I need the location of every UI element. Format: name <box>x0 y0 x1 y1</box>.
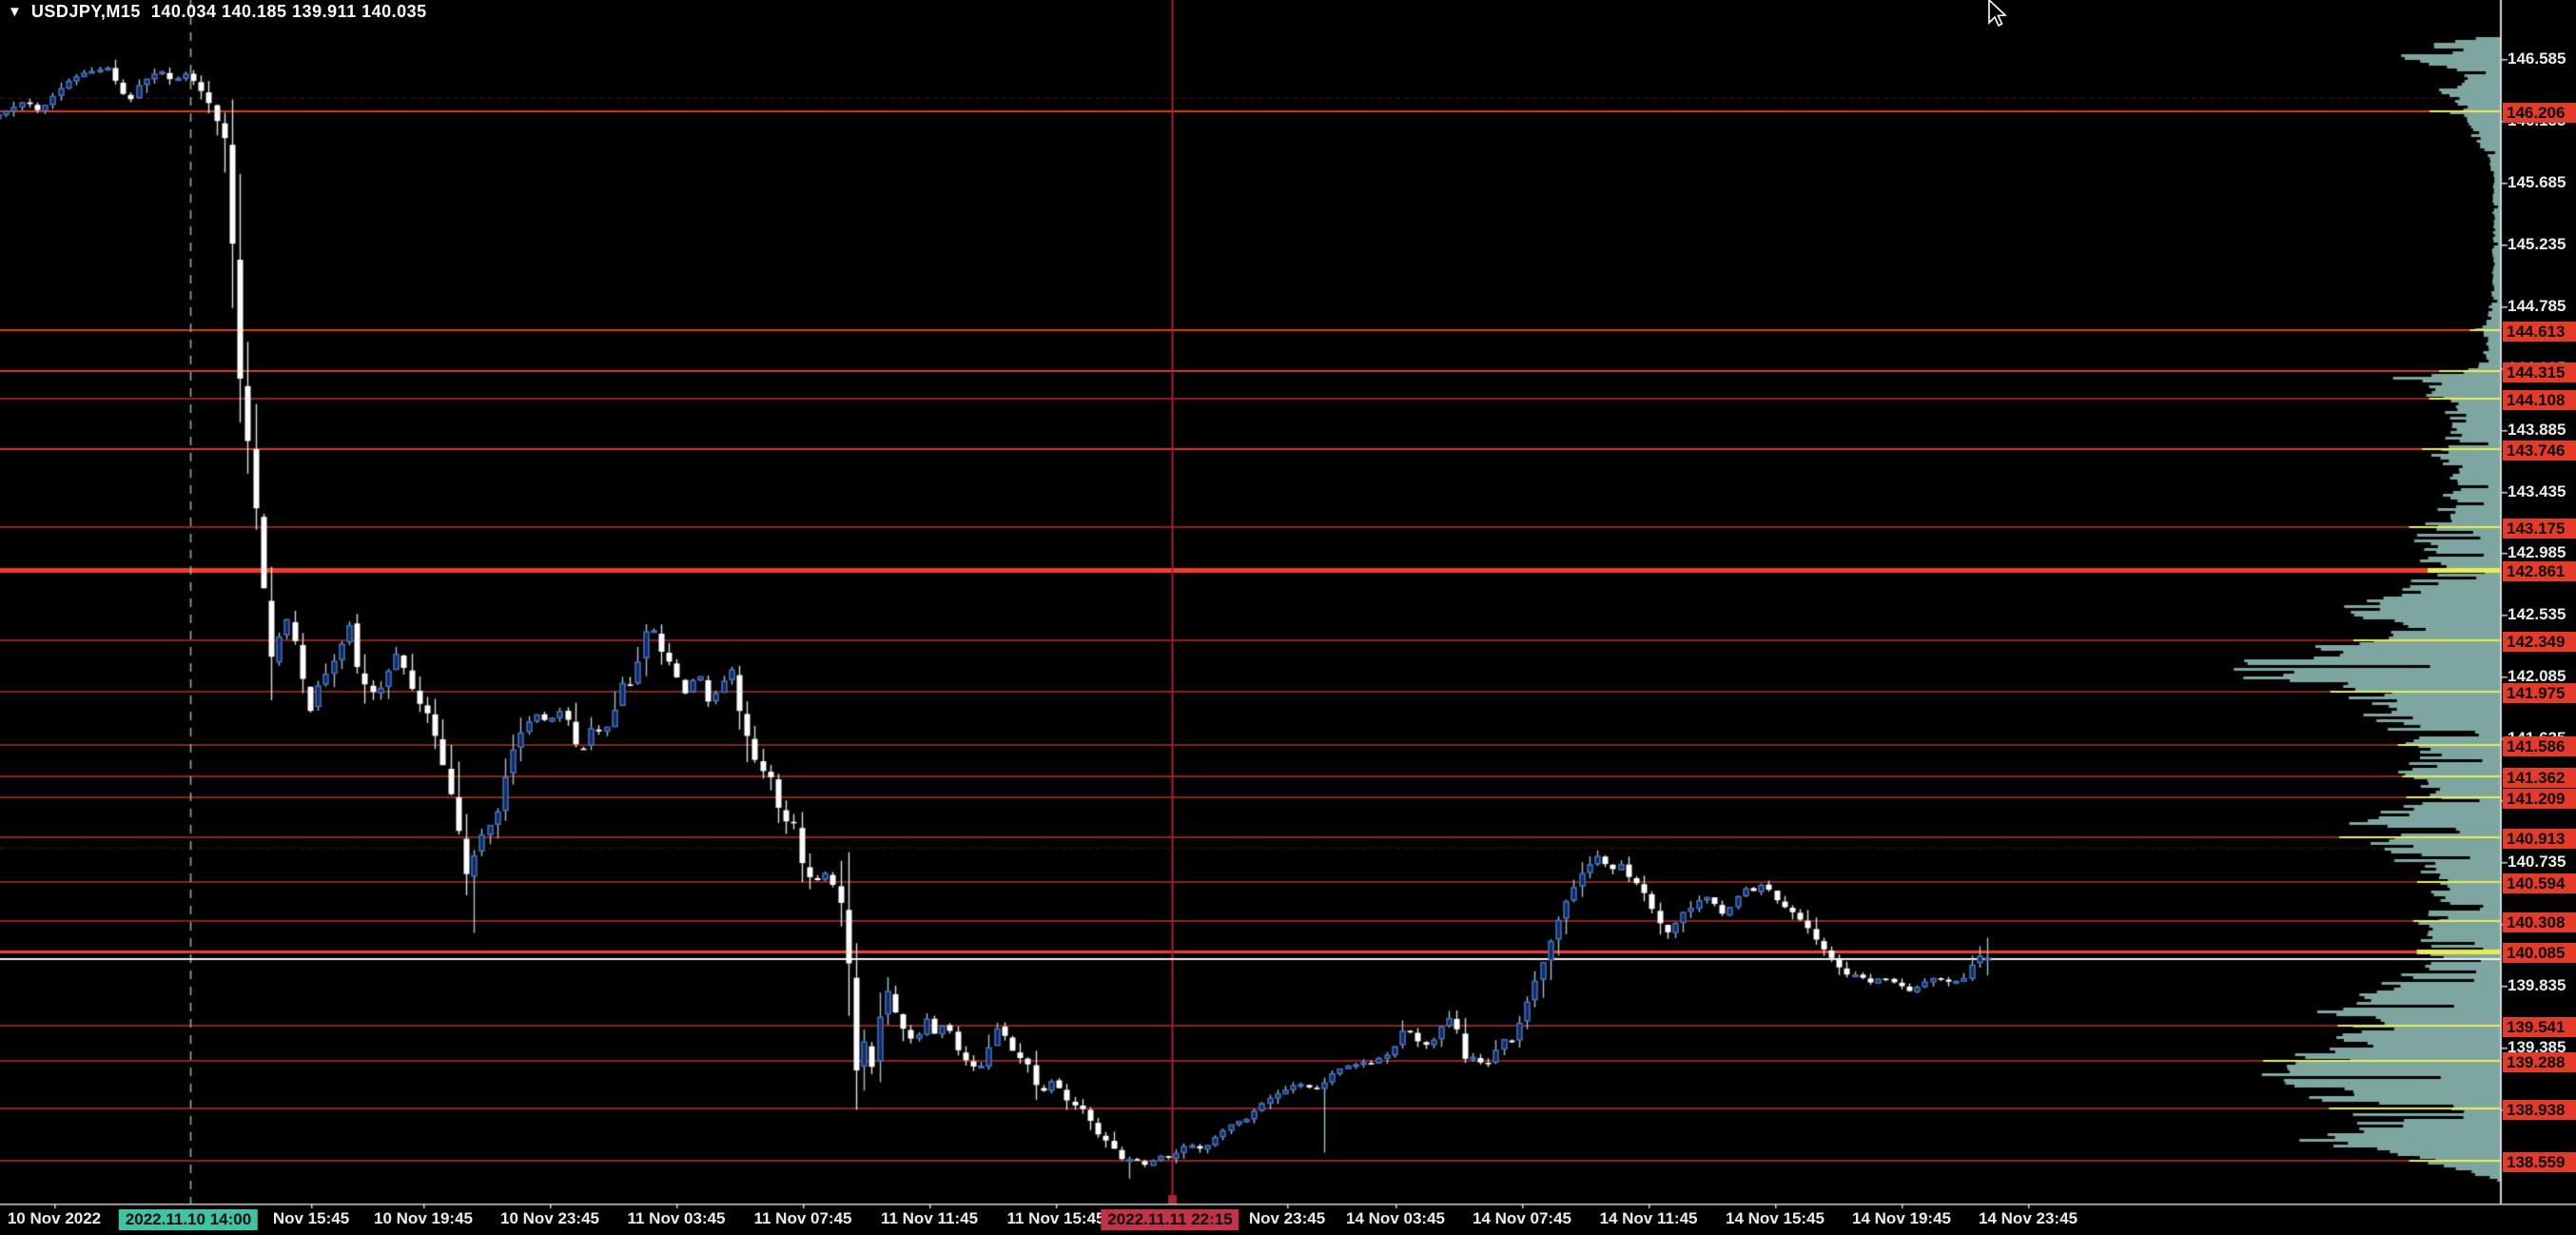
price-level-label: 143.175 <box>2503 519 2576 539</box>
price-level-label: 138.938 <box>2503 1100 2576 1121</box>
price-level-label: 138.559 <box>2503 1152 2576 1173</box>
price-tick-label: 143.885 <box>2508 420 2566 439</box>
time-label-highlighted: 2022.11.10 14:00 <box>118 1209 259 1230</box>
time-label: 10 Nov 2022 <box>7 1209 102 1227</box>
time-label: 14 Nov 23:45 <box>1979 1209 2078 1227</box>
time-label: 10 Nov 23:45 <box>500 1209 599 1227</box>
time-label: 14 Nov 19:45 <box>1852 1209 1951 1227</box>
price-level-label: 144.315 <box>2503 362 2576 382</box>
price-tick-label: 142.985 <box>2508 543 2566 562</box>
page-title: USDJPY,M15 140.034 140.185 139.911 140.0… <box>30 2 427 21</box>
price-level-label: 141.586 <box>2503 736 2576 757</box>
price-level-label: 146.206 <box>2503 102 2576 123</box>
price-tick-label: 139.385 <box>2508 1037 2566 1056</box>
time-label: 10 Nov 19:45 <box>374 1209 473 1227</box>
price-level-label: 143.746 <box>2503 440 2576 461</box>
time-label: 14 Nov 11:45 <box>1599 1209 1698 1227</box>
mouse-cursor-icon <box>1988 0 2007 28</box>
time-label-highlighted: 2022.11.11 22:15 <box>1101 1209 1239 1230</box>
time-label: 11 Nov 03:45 <box>627 1209 726 1227</box>
price-level-label: 144.613 <box>2503 321 2576 342</box>
price-level-label: 140.085 <box>2503 942 2576 963</box>
price-tick-label: 142.085 <box>2508 667 2566 686</box>
time-label: Nov 23:45 <box>1248 1209 1326 1227</box>
price-tick-label: 142.535 <box>2508 605 2566 624</box>
time-label: Nov 15:45 <box>272 1209 350 1227</box>
time-label: 14 Nov 03:45 <box>1346 1209 1445 1227</box>
price-tick-label: 143.435 <box>2508 481 2566 500</box>
time-label: 11 Nov 11:45 <box>880 1209 979 1227</box>
price-tick-label: 140.735 <box>2508 853 2566 872</box>
price-tick-label: 145.685 <box>2508 172 2566 191</box>
price-level-label: 141.209 <box>2503 788 2576 809</box>
time-label: 14 Nov 15:45 <box>1726 1209 1825 1227</box>
price-tick-label: 145.235 <box>2508 234 2566 253</box>
price-tick-label: 144.785 <box>2508 296 2566 315</box>
time-label: 11 Nov 15:45 <box>1006 1209 1105 1227</box>
price-tick-label: 146.585 <box>2508 49 2566 68</box>
chart-title-bar: ▼ USDJPY,M15 140.034 140.185 139.911 140… <box>8 2 427 22</box>
price-level-label: 144.108 <box>2503 390 2576 411</box>
price-level-label: 140.913 <box>2503 829 2576 850</box>
time-label: 14 Nov 07:45 <box>1473 1209 1571 1227</box>
price-level-label: 139.541 <box>2503 1017 2576 1038</box>
price-level-label: 142.861 <box>2503 561 2576 582</box>
price-level-label: 141.975 <box>2503 683 2576 704</box>
price-level-label: 142.349 <box>2503 632 2576 653</box>
price-tick-label: 139.835 <box>2508 976 2566 995</box>
price-level-label: 139.288 <box>2503 1051 2576 1072</box>
price-level-label: 140.308 <box>2503 912 2576 932</box>
time-label: 11 Nov 07:45 <box>753 1209 852 1227</box>
price-level-label: 141.362 <box>2503 767 2576 788</box>
price-level-label: 140.594 <box>2503 872 2576 893</box>
symbol-dropdown-icon[interactable]: ▼ <box>8 4 22 20</box>
